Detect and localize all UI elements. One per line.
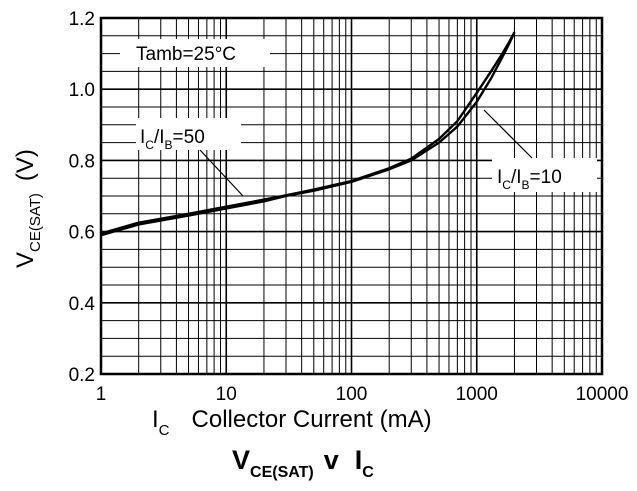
x-tick-label: 1 — [96, 384, 107, 405]
title-main: V — [232, 445, 250, 475]
y-tick-label: 0.4 — [69, 294, 96, 315]
title-mid: v — [324, 445, 339, 475]
x-tick-label: 10 — [216, 384, 237, 405]
tick-labels: 1 10 100 1000 10000 0.2 0.4 0.6 0.8 1.0 1.2 — [69, 9, 629, 405]
plot-frame — [99, 16, 604, 376]
grid — [101, 18, 602, 374]
x-tick-label: 1000 — [456, 384, 498, 405]
y-tick-label: 1.2 — [69, 9, 95, 30]
temperature-label: Tamb=25°C — [136, 44, 236, 65]
x-tick-label: 10000 — [576, 384, 629, 405]
chart-title: VCE(SAT) v IC — [232, 445, 374, 481]
series-label-50: IC/IB=50 — [136, 118, 244, 197]
series-label-10: IC/IB=10 — [483, 109, 597, 192]
label-50-leader — [199, 149, 244, 197]
label-10-sub-c: C — [502, 178, 511, 192]
svg-text:IC/IB=10: IC/IB=10 — [497, 167, 562, 192]
title-main-sub: CE(SAT) — [250, 464, 314, 481]
label-50-i: I — [140, 127, 145, 148]
series-line-1 — [100, 31, 516, 235]
x-axis-text: Collector Current (mA) — [192, 406, 432, 433]
y-axis-unit: (V) — [12, 149, 39, 181]
label-10-sub-b: B — [522, 178, 530, 192]
label-50-i-b: /I — [154, 127, 165, 148]
y-axis-symbol: V — [12, 252, 39, 268]
label-50-sub-c: C — [145, 138, 154, 152]
x-axis-label: IC Collector Current (mA) — [152, 406, 432, 439]
x-axis-symbol-sub: C — [159, 422, 170, 439]
label-50-value: =50 — [173, 127, 205, 148]
x-tick-label: 100 — [336, 384, 368, 405]
label-10-i-b: /I — [511, 167, 522, 188]
svg-text:IC/IB=50: IC/IB=50 — [140, 127, 205, 152]
series-group — [100, 31, 516, 237]
y-tick-label: 1.0 — [69, 80, 95, 101]
title-end-sub: C — [362, 464, 374, 481]
title-end: I — [355, 445, 363, 475]
y-tick-label: 0.6 — [69, 223, 95, 244]
label-50-sub-b: B — [165, 138, 173, 152]
y-tick-label: 0.8 — [69, 151, 95, 172]
y-axis-label: VCE(SAT) (V) — [12, 149, 44, 268]
y-tick-label: 0.2 — [69, 365, 95, 386]
x-axis-symbol: I — [152, 406, 159, 433]
label-10-value: =10 — [530, 167, 562, 188]
y-axis-symbol-sub: CE(SAT) — [27, 193, 44, 252]
temperature-annotation: Tamb=25°C — [120, 39, 270, 67]
label-10-leader — [483, 109, 533, 159]
label-10-i: I — [497, 167, 502, 188]
